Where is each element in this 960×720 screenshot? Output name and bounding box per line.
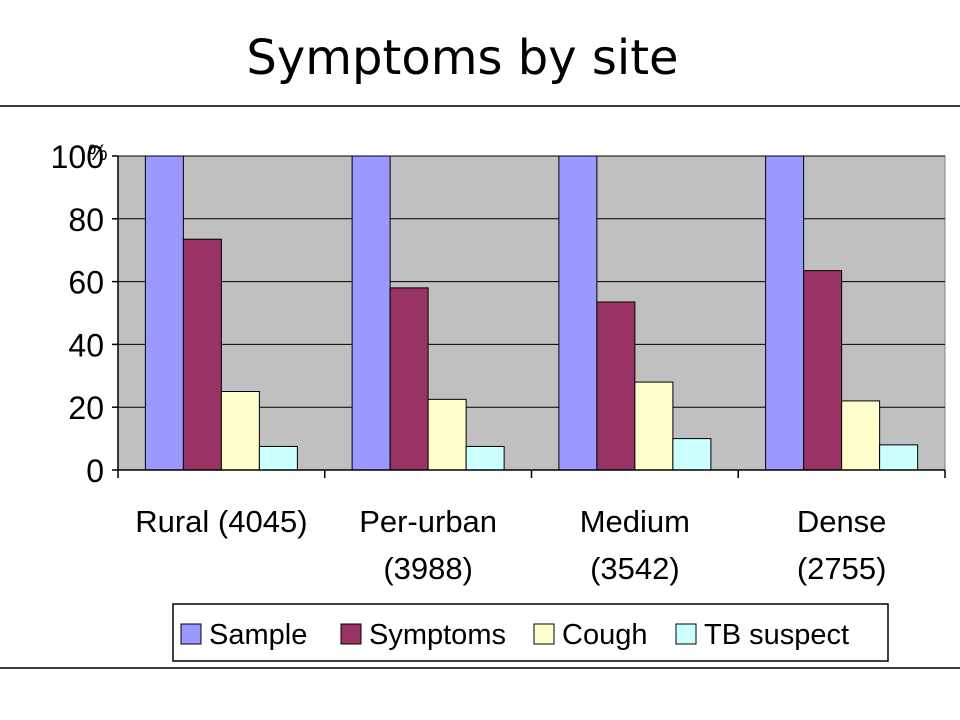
bottom-divider [0,667,960,669]
y-unit-label: % [88,140,108,165]
legend-label: TB suspect [704,619,849,651]
slide-title: Symptoms by site [246,30,679,86]
category-label: Medium [580,504,690,539]
y-tick-label: 60 [68,265,104,301]
bar-cough [841,400,881,471]
bar-cough [427,398,467,471]
legend-box [172,603,889,662]
legend-swatch [180,623,202,645]
legend-label: Symptoms [369,619,506,651]
category-label: (3988) [383,551,473,586]
legend-label: Sample [209,619,307,651]
bar-tb-suspect [465,445,505,471]
bars [144,155,919,471]
legend-label: Cough [562,619,647,651]
y-tick-label: 80 [68,202,104,238]
bar-tb-suspect [258,445,298,471]
category-label: Rural (4045) [135,504,307,539]
axes [112,155,946,478]
y-tick-label: 20 [68,390,104,426]
y-tick-label: 40 [68,327,104,363]
bar-cough [220,391,260,471]
category-label: (2755) [797,551,887,586]
bar-tb-suspect [672,438,712,471]
bar-symptoms [596,301,636,471]
top-divider [0,105,960,107]
legend-swatch [340,623,362,645]
bar-tb-suspect [879,444,919,471]
bar-sample [558,155,598,471]
category-labels: Rural (4045) Per-urban (3988) Medium (3542) D… [135,504,886,586]
y-tick-label: 100 [51,139,104,175]
bar-symptoms [803,270,843,471]
legend: Sample Symptoms Cough TB suspect [172,603,889,662]
bar-symptoms [182,238,222,471]
bar-sample [765,155,805,471]
legend-swatch [675,623,697,645]
bar-symptoms [389,287,429,471]
category-label: Per-urban [359,504,497,539]
bar-sample [351,155,391,471]
bar-cough [634,381,674,471]
y-tick-label: 0 [86,453,104,489]
y-tick-labels: 0 20 40 60 80 100% [51,139,108,489]
category-label: Dense [797,504,887,539]
category-label: (3542) [590,551,680,586]
bar-sample [144,155,184,471]
legend-swatch [533,623,555,645]
